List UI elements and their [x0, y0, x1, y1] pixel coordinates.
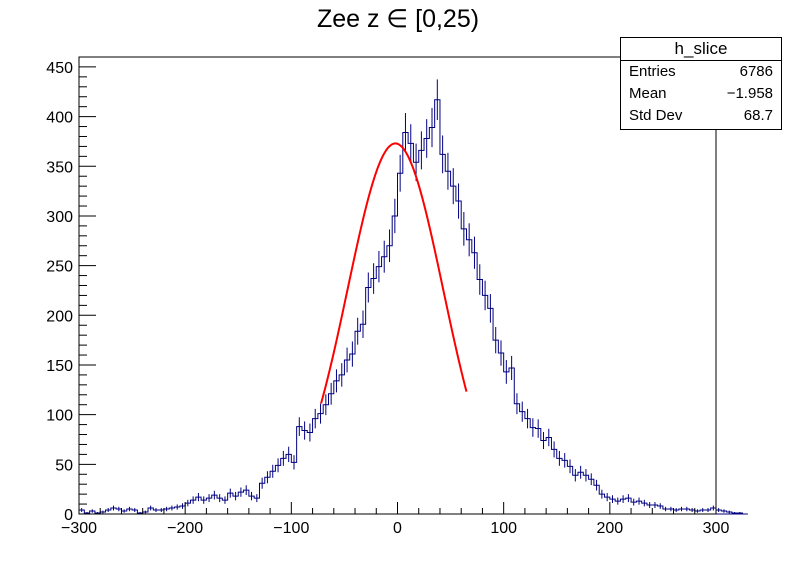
fit-curve	[320, 142, 468, 404]
stats-entries-row: Entries 6786	[621, 61, 781, 83]
stats-stddev-label: Std Dev	[629, 107, 683, 124]
x-tick-label: 100	[490, 520, 517, 537]
stats-entries-label: Entries	[629, 63, 676, 80]
y-tick-label: 200	[46, 308, 73, 325]
x-tick-label: 200	[596, 520, 623, 537]
x-tick-label: −200	[167, 520, 203, 537]
y-tick-label: 400	[46, 110, 73, 127]
stats-mean-label: Mean	[629, 85, 667, 102]
stats-box: h_slice Entries 6786 Mean −1.958 Std Dev…	[620, 37, 782, 130]
axis-ticks: −300 −200 −100 0 100 200 300 0 50 100 150 200 250 300…	[46, 56, 730, 537]
y-tick-label: 250	[46, 259, 73, 276]
stats-mean-value: −1.958	[726, 85, 773, 102]
y-tick-label: 300	[46, 209, 73, 226]
y-tick-label: 100	[46, 408, 73, 425]
y-tick-label: 0	[64, 507, 73, 524]
stats-mean-row: Mean −1.958	[621, 83, 781, 105]
y-tick-label: 450	[46, 60, 73, 77]
histogram-series	[78, 79, 748, 515]
x-tick-label: −100	[273, 520, 309, 537]
y-tick-label: 150	[46, 358, 73, 375]
stats-stddev-row: Std Dev 68.7	[621, 105, 781, 127]
stats-entries-value: 6786	[739, 63, 773, 80]
x-tick-label: 0	[393, 520, 402, 537]
y-tick-label: 350	[46, 159, 73, 176]
stats-histogram-name: h_slice	[621, 38, 781, 61]
histogram-outline	[78, 99, 748, 515]
y-tick-label: 50	[55, 457, 73, 474]
x-tick-label: 300	[703, 520, 730, 537]
x-tick-label: −300	[61, 520, 97, 537]
gaussian-fit	[320, 142, 468, 404]
chart-title: Zee z ∈ [0,25)	[316, 5, 480, 33]
stats-stddev-value: 68.7	[743, 107, 773, 124]
